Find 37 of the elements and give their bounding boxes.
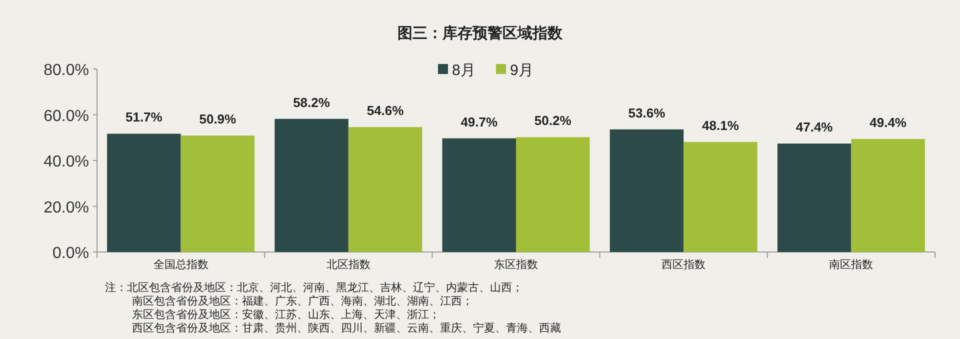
data-label: 49.7% xyxy=(460,114,498,130)
text: 南区包含省份及地区：福建、广东、广西、海南、湖北、湖南、江西； xyxy=(132,294,473,308)
x-tick-label: 北区指数 xyxy=(326,258,370,271)
legend-label: 8月 xyxy=(452,62,476,79)
legend-label: 9月 xyxy=(510,62,534,79)
bar xyxy=(851,138,925,252)
text: 东区包含省份及地区：安徽、江苏、山东、上海、天津、浙江； xyxy=(132,308,440,321)
data-label: 58.2% xyxy=(293,94,330,110)
text: 西区包含省份及地区：甘肃、贵州、陕西、四川、新疆、云南、重庆、宁夏、青海、西藏 xyxy=(132,322,561,334)
text: 注：北区包含省份及地区：北京、河北、河南、黑龙江、吉林、辽宁、内蒙古、山西； xyxy=(105,281,523,294)
bar xyxy=(516,137,590,252)
bar xyxy=(610,129,684,252)
y-tick-label: 40.0% xyxy=(44,154,89,170)
data-label: 47.4% xyxy=(796,120,834,135)
bar xyxy=(777,144,852,252)
y-tick-label: 20.0% xyxy=(44,199,89,216)
data-label: 50.2% xyxy=(534,113,572,128)
data-label: 54.6% xyxy=(366,103,404,118)
bar xyxy=(274,118,348,252)
bar xyxy=(442,138,516,252)
data-label: 49.4% xyxy=(870,114,907,130)
data-label: 48.1% xyxy=(702,118,740,133)
y-tick-label: 80.0% xyxy=(44,62,89,79)
bar xyxy=(180,136,255,252)
y-tick-label: 0.0% xyxy=(52,245,89,262)
bar xyxy=(684,142,758,252)
chart-title: 图三：库存预警区域指数 xyxy=(398,24,564,42)
bar xyxy=(107,134,181,252)
x-tick-label: 西区指数 xyxy=(662,259,706,271)
x-tick-label: 全国总指数 xyxy=(153,258,208,271)
data-label: 51.7% xyxy=(125,110,163,125)
x-tick-label: 南区指数 xyxy=(829,258,874,271)
data-label: 53.6% xyxy=(628,105,666,120)
x-tick-label: 东区指数 xyxy=(494,258,538,271)
bar xyxy=(348,127,422,252)
data-label: 50.9% xyxy=(199,112,237,127)
y-tick-label: 60.0% xyxy=(44,108,89,125)
